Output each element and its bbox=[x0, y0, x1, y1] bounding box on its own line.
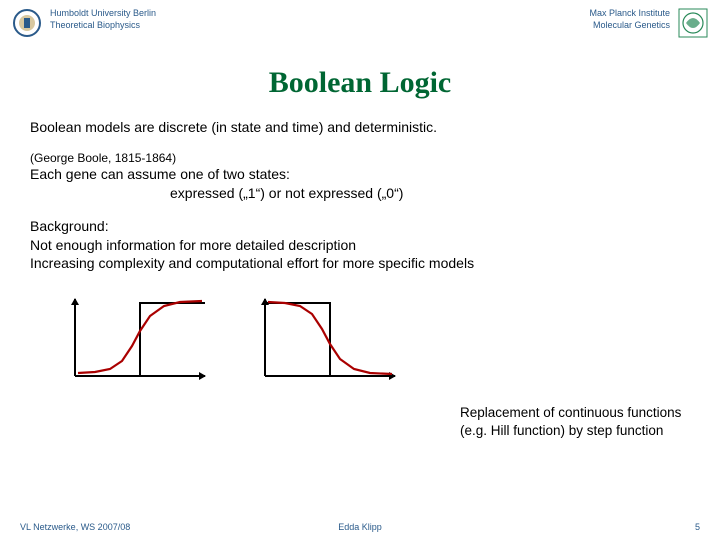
background-line2: Increasing complexity and computational … bbox=[30, 254, 690, 273]
paragraph-discrete: Boolean models are discrete (in state an… bbox=[30, 118, 690, 137]
header-right-line1: Max Planck Institute bbox=[589, 8, 670, 20]
attribution-boole: (George Boole, 1815-1864) bbox=[30, 151, 690, 165]
header-right-text: Max Planck Institute Molecular Genetics bbox=[589, 8, 670, 31]
header-left-line2: Theoretical Biophysics bbox=[50, 20, 156, 32]
footer-center: Edda Klipp bbox=[338, 522, 382, 532]
header-right-block: Max Planck Institute Molecular Genetics bbox=[589, 8, 708, 38]
chart-caption: Replacement of continuous functions (e.g… bbox=[460, 404, 690, 439]
humboldt-logo-icon bbox=[12, 8, 42, 38]
footer-left: VL Netzwerke, WS 2007/08 bbox=[20, 522, 130, 532]
mpi-logo-icon bbox=[678, 8, 708, 38]
slide-footer: VL Netzwerke, WS 2007/08 Edda Klipp 5 bbox=[0, 522, 720, 532]
step-up-chart bbox=[60, 291, 210, 386]
slide-title: Boolean Logic bbox=[0, 66, 720, 100]
step-down-chart bbox=[250, 291, 400, 386]
slide-header: Humboldt University Berlin Theoretical B… bbox=[0, 0, 720, 42]
background-line1: Not enough information for more detailed… bbox=[30, 236, 690, 255]
background-label: Background: bbox=[30, 217, 690, 236]
header-left-line1: Humboldt University Berlin bbox=[50, 8, 156, 20]
paragraph-states-line1: Each gene can assume one of two states: bbox=[30, 165, 690, 184]
footer-page-number: 5 bbox=[695, 522, 700, 532]
header-left-block: Humboldt University Berlin Theoretical B… bbox=[12, 8, 156, 38]
graphs-row bbox=[60, 291, 720, 386]
header-left-text: Humboldt University Berlin Theoretical B… bbox=[50, 8, 156, 31]
header-right-line2: Molecular Genetics bbox=[589, 20, 670, 32]
paragraph-states-line2: expressed („1“) or not expressed („0“) bbox=[170, 184, 690, 203]
